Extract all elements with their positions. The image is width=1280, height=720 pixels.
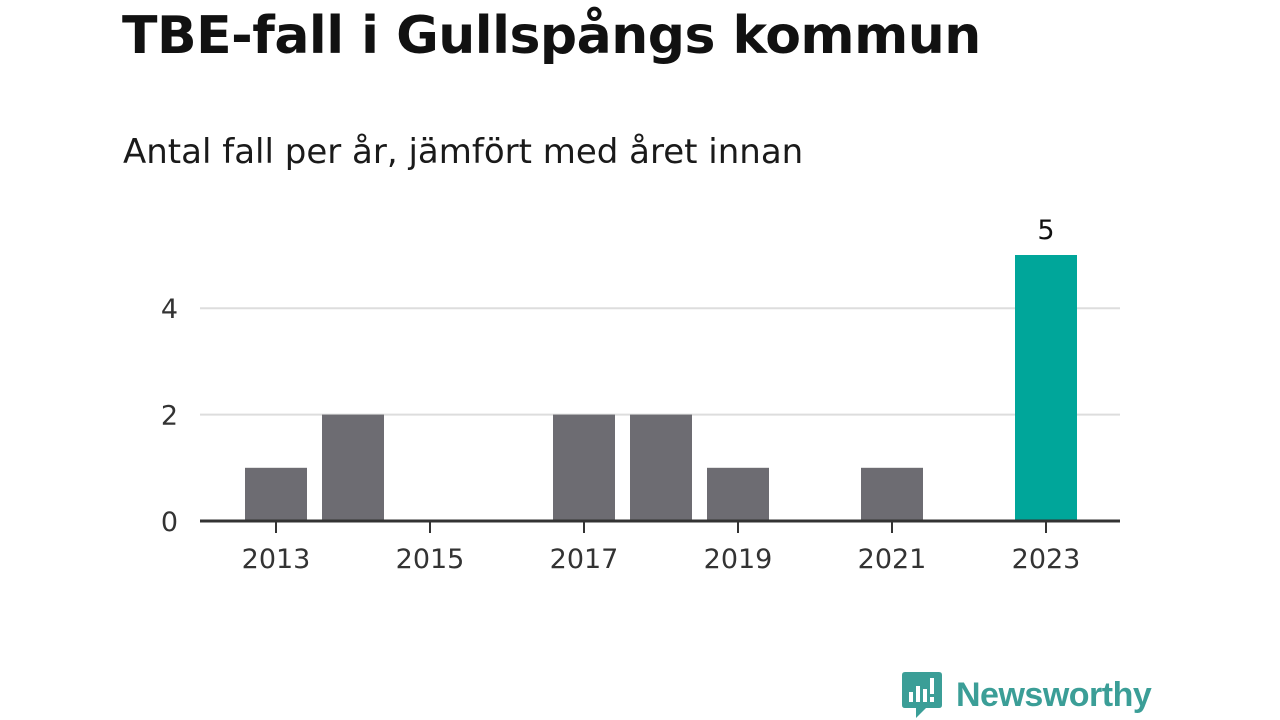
- x-tick-label: 2013: [242, 544, 311, 575]
- chart-title: TBE-fall i Gullspångs kommun: [122, 6, 981, 66]
- bar-2014: [322, 414, 384, 521]
- x-tick-label: 2015: [396, 544, 465, 575]
- bar-2018: [630, 414, 692, 521]
- bar-2023: [1015, 255, 1077, 521]
- chart-subtitle: Antal fall per år, jämfört med året inna…: [123, 132, 804, 172]
- axes: [200, 519, 1120, 533]
- bar-2019: [707, 467, 769, 521]
- bar-2013: [245, 467, 307, 521]
- labels: 0 2 4 2013 2015 2017 2019 2021 2023 5: [161, 215, 1081, 575]
- newsworthy-logo-icon: [902, 672, 942, 718]
- data-label-2023: 5: [1037, 215, 1054, 246]
- brand-name: Newsworthy: [956, 675, 1152, 714]
- x-tick-label: 2019: [704, 544, 773, 575]
- bar-2021: [861, 467, 923, 521]
- y-tick-label: 2: [161, 401, 178, 432]
- bar-2017: [553, 414, 615, 521]
- y-tick-label: 4: [161, 294, 178, 325]
- y-tick-label: 0: [161, 507, 178, 538]
- x-tick-label: 2017: [550, 544, 619, 575]
- x-tick-label: 2023: [1012, 544, 1081, 575]
- bars: [245, 255, 1077, 521]
- x-tick-label: 2021: [858, 544, 927, 575]
- gridlines: [200, 307, 1120, 416]
- brand-logo: Newsworthy: [902, 672, 1152, 718]
